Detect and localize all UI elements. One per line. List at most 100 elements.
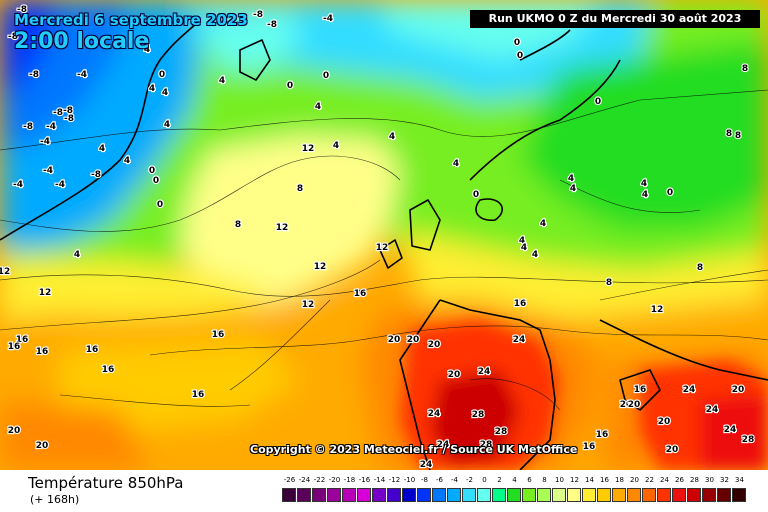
map-value-label: 28 xyxy=(742,435,755,445)
map-value-label: -8 xyxy=(23,122,33,132)
map-value-label: -4 xyxy=(77,70,87,80)
legend-swatch xyxy=(537,488,551,502)
map-value-label: 16 xyxy=(634,385,647,395)
map-value-label: 0 xyxy=(595,97,601,107)
map-value-label: 20 xyxy=(628,400,641,410)
legend-swatch xyxy=(477,488,491,502)
legend-swatch xyxy=(372,488,386,502)
map-value-label: -8 xyxy=(17,5,27,15)
legend-swatch xyxy=(717,488,731,502)
map-value-label: 0 xyxy=(473,190,479,200)
map-value-label: 24 xyxy=(706,405,719,415)
map-value-label: 4 xyxy=(519,236,525,246)
legend-swatch xyxy=(282,488,296,502)
legend-swatch xyxy=(432,488,446,502)
legend-label: 22 xyxy=(645,476,654,484)
map-value-label: 0 xyxy=(153,176,159,186)
map-value-label: 8 xyxy=(742,64,748,74)
legend-swatch xyxy=(447,488,461,502)
map-value-label: 20 xyxy=(732,385,745,395)
map-value-label: 20 xyxy=(666,445,679,455)
map-value-label: 24 xyxy=(478,367,491,377)
map-value-label: 12 xyxy=(0,267,10,277)
map-value-label: 16 xyxy=(192,390,205,400)
legend-swatch xyxy=(492,488,506,502)
legend-swatch xyxy=(567,488,581,502)
legend-label: -18 xyxy=(343,476,356,484)
map-value-label: -4 xyxy=(13,180,23,190)
legend-label: 16 xyxy=(600,476,609,484)
map-value-label: 4 xyxy=(149,84,155,94)
map-value-label: -4 xyxy=(55,180,65,190)
map-value-label: 12 xyxy=(302,144,315,154)
legend-label: 6 xyxy=(527,476,532,484)
map-value-label: 20 xyxy=(407,335,420,345)
map-value-label: 4 xyxy=(540,219,546,229)
map-value-label: 4 xyxy=(641,179,647,189)
map-value-label: 4 xyxy=(570,184,576,194)
map-value-label: 0 xyxy=(287,81,293,91)
legend-label: -10 xyxy=(403,476,416,484)
map-value-label: 24 xyxy=(420,460,433,470)
map-value-label: 20 xyxy=(658,417,671,427)
map-value-label: 20 xyxy=(620,400,633,410)
legend-label: 2 xyxy=(497,476,502,484)
map-value-label: 16 xyxy=(514,299,527,309)
map-value-label: -8 xyxy=(63,106,73,116)
map-value-label: 16 xyxy=(86,345,99,355)
map-value-label: -8 xyxy=(267,20,277,30)
map-value-label: -4 xyxy=(40,137,50,147)
temperature-map: -8 -8 -8 -4 -8 4 -8 -4 0 4 0 4 4 0 0 0 8 0 -8 -8 -8 -4 -8 4 4 -4 4… xyxy=(0,0,768,470)
map-value-label: -8 xyxy=(8,32,18,42)
map-value-label: 4 xyxy=(144,45,150,55)
map-value-label: -4 xyxy=(43,166,53,176)
map-value-label: 8 xyxy=(606,278,612,288)
legend-label: -4 xyxy=(451,476,458,484)
map-value-label: 8 xyxy=(697,263,703,273)
map-value-label: 24 xyxy=(428,409,441,419)
legend-label: -6 xyxy=(436,476,443,484)
legend-swatch xyxy=(357,488,371,502)
legend-label: 20 xyxy=(630,476,639,484)
legend-swatch xyxy=(732,488,746,502)
map-value-label: 4 xyxy=(389,132,395,142)
map-value-label: 4 xyxy=(333,141,339,151)
legend-swatch xyxy=(672,488,686,502)
map-value-label: 16 xyxy=(8,342,21,352)
legend-label: 30 xyxy=(705,476,714,484)
footer: Température 850hPa (+ 168h) -26 -24 -22 -20… xyxy=(0,470,768,512)
legend-label: 10 xyxy=(555,476,564,484)
legend-label: 32 xyxy=(720,476,729,484)
map-value-label: 24 xyxy=(437,440,450,450)
map-value-label: 0 xyxy=(667,188,673,198)
map-value-label: 20 xyxy=(8,426,21,436)
legend-label: 0 xyxy=(482,476,487,484)
map-value-label: 16 xyxy=(36,347,49,357)
forecast-time: 2:00 locale xyxy=(14,29,150,54)
map-value-label: 16 xyxy=(583,442,596,452)
variable-title: Température 850hPa xyxy=(28,474,184,492)
legend-label: 4 xyxy=(512,476,517,484)
legend-swatch xyxy=(582,488,596,502)
map-value-label: 24 xyxy=(683,385,696,395)
map-value-label: 8 xyxy=(235,220,241,230)
legend-swatch xyxy=(657,488,671,502)
map-value-label: 12 xyxy=(39,288,52,298)
legend-label: 14 xyxy=(585,476,594,484)
legend-swatch xyxy=(627,488,641,502)
map-value-label: 24 xyxy=(513,335,526,345)
map-value-label: -8 xyxy=(64,114,74,124)
map-value-label: 4 xyxy=(219,76,225,86)
isotherm-lines xyxy=(0,89,768,411)
legend-swatch xyxy=(462,488,476,502)
map-value-label: 4 xyxy=(521,243,527,253)
legend-label: -22 xyxy=(313,476,326,484)
copyright-notice: Copyright © 2023 Meteociel.fr / Source U… xyxy=(250,443,578,456)
legend-label: 26 xyxy=(675,476,684,484)
legend-swatch xyxy=(507,488,521,502)
legend-label: 12 xyxy=(570,476,579,484)
map-value-label: 0 xyxy=(514,38,520,48)
legend-label: 18 xyxy=(615,476,624,484)
legend-swatch xyxy=(552,488,566,502)
map-value-label: 0 xyxy=(159,70,165,80)
